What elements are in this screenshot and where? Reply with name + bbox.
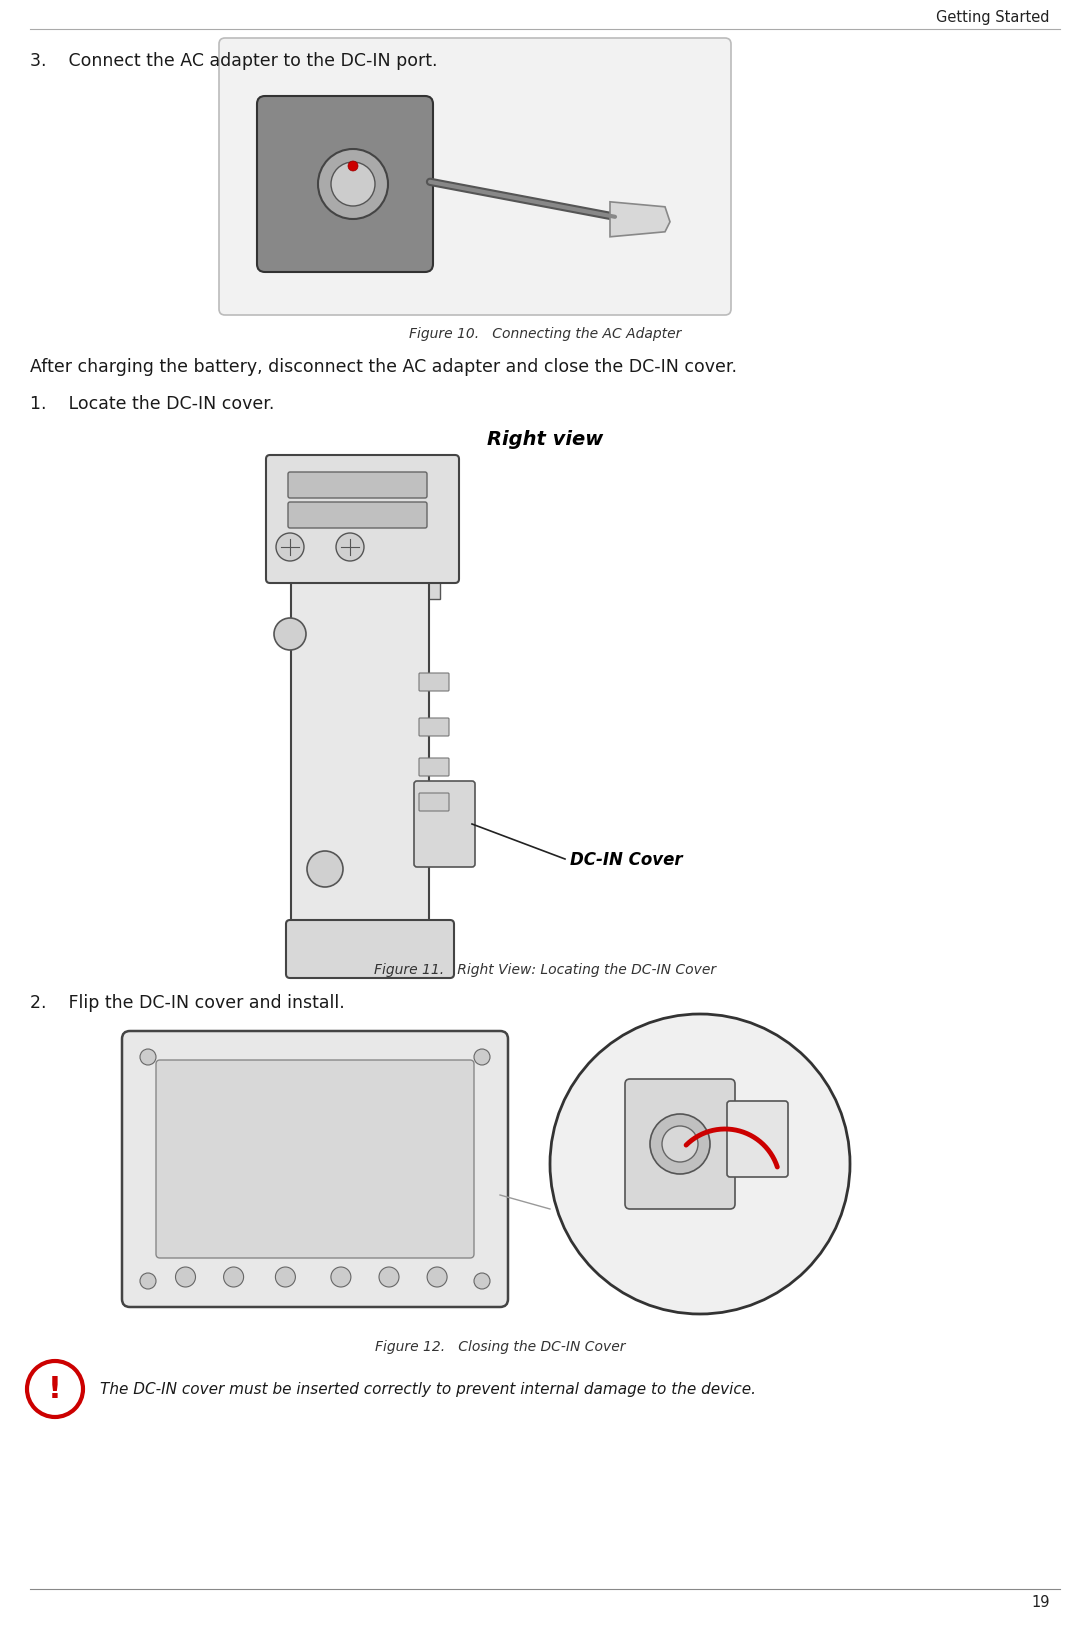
Circle shape bbox=[331, 163, 375, 207]
Text: 19: 19 bbox=[1031, 1594, 1050, 1609]
Circle shape bbox=[223, 1266, 243, 1288]
FancyBboxPatch shape bbox=[288, 473, 427, 499]
Text: DC-IN Cover: DC-IN Cover bbox=[570, 850, 682, 868]
Circle shape bbox=[331, 1266, 351, 1288]
Circle shape bbox=[474, 1049, 490, 1066]
Text: Getting Started: Getting Started bbox=[936, 10, 1050, 24]
Circle shape bbox=[140, 1273, 156, 1289]
Circle shape bbox=[318, 150, 388, 220]
Circle shape bbox=[276, 534, 304, 561]
Circle shape bbox=[379, 1266, 399, 1288]
FancyBboxPatch shape bbox=[625, 1079, 735, 1209]
FancyBboxPatch shape bbox=[291, 550, 429, 929]
Text: After charging the battery, disconnect the AC adapter and close the DC-IN cover.: After charging the battery, disconnect t… bbox=[31, 357, 737, 375]
FancyBboxPatch shape bbox=[288, 503, 427, 529]
FancyBboxPatch shape bbox=[727, 1102, 788, 1177]
Text: 3.    Connect the AC adapter to the DC-IN port.: 3. Connect the AC adapter to the DC-IN p… bbox=[31, 52, 437, 70]
Circle shape bbox=[140, 1049, 156, 1066]
FancyBboxPatch shape bbox=[419, 674, 449, 692]
FancyBboxPatch shape bbox=[219, 39, 731, 317]
Circle shape bbox=[650, 1115, 710, 1175]
Text: Figure 12.   Closing the DC-IN Cover: Figure 12. Closing the DC-IN Cover bbox=[375, 1340, 626, 1353]
Circle shape bbox=[307, 852, 343, 888]
Circle shape bbox=[427, 1266, 447, 1288]
Circle shape bbox=[276, 1266, 295, 1288]
FancyBboxPatch shape bbox=[414, 782, 475, 868]
Circle shape bbox=[550, 1015, 850, 1314]
FancyBboxPatch shape bbox=[122, 1031, 508, 1307]
FancyBboxPatch shape bbox=[286, 920, 455, 979]
FancyBboxPatch shape bbox=[419, 718, 449, 736]
FancyBboxPatch shape bbox=[419, 793, 449, 811]
Circle shape bbox=[27, 1361, 83, 1417]
Circle shape bbox=[348, 162, 358, 171]
FancyBboxPatch shape bbox=[266, 455, 459, 584]
Circle shape bbox=[336, 534, 364, 561]
Text: The DC-IN cover must be inserted correctly to prevent internal damage to the dev: The DC-IN cover must be inserted correct… bbox=[100, 1382, 756, 1397]
Circle shape bbox=[474, 1273, 490, 1289]
Text: Figure 10.   Connecting the AC Adapter: Figure 10. Connecting the AC Adapter bbox=[409, 326, 681, 341]
Text: 2.    Flip the DC-IN cover and install.: 2. Flip the DC-IN cover and install. bbox=[31, 994, 344, 1012]
FancyBboxPatch shape bbox=[419, 759, 449, 777]
FancyBboxPatch shape bbox=[156, 1061, 474, 1258]
Circle shape bbox=[662, 1126, 698, 1162]
FancyBboxPatch shape bbox=[257, 96, 433, 273]
Text: Right view: Right view bbox=[487, 429, 603, 449]
FancyBboxPatch shape bbox=[300, 579, 440, 599]
Text: !: ! bbox=[48, 1374, 62, 1404]
Text: Figure 11.   Right View: Locating the DC-IN Cover: Figure 11. Right View: Locating the DC-I… bbox=[374, 963, 716, 976]
Text: 1.    Locate the DC-IN cover.: 1. Locate the DC-IN cover. bbox=[31, 395, 275, 413]
Circle shape bbox=[175, 1266, 195, 1288]
Polygon shape bbox=[610, 202, 670, 238]
Circle shape bbox=[274, 619, 306, 651]
